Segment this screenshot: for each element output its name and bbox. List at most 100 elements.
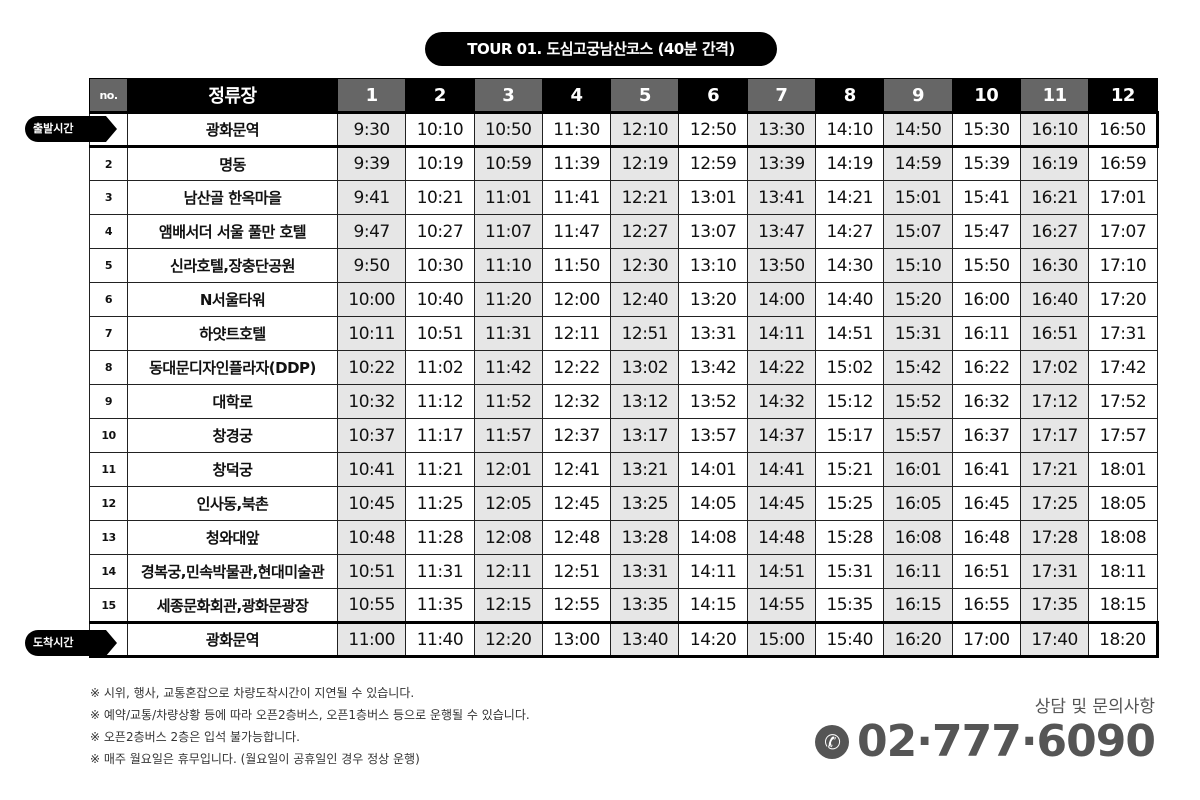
time-cell: 11:47 (541, 214, 612, 249)
stop-number: 7 (89, 316, 128, 351)
header-departure-3: 3 (473, 78, 543, 113)
table-row: 6 N서울타워 10:00 10:40 11:20 12:00 12:40 13:20 14:0… (89, 282, 1158, 317)
header-departure-7: 7 (746, 78, 817, 113)
time-cell: 14:08 (678, 520, 748, 555)
time-cell: 13:17 (610, 418, 680, 453)
time-cell: 13:12 (610, 384, 680, 419)
header-departure-12: 12 (1088, 78, 1158, 113)
time-cell: 11:52 (473, 384, 543, 419)
time-cell: 11:31 (473, 316, 543, 351)
time-cell: 14:41 (746, 452, 817, 487)
time-cell: 11:57 (473, 418, 543, 453)
time-cell: 12:21 (610, 180, 680, 215)
time-cell: 16:51 (1019, 316, 1090, 351)
time-cell: 11:39 (541, 146, 612, 181)
time-cell: 16:22 (951, 350, 1021, 385)
page-title: TOUR 01. 도심고궁남산코스 (40분 간격) (425, 32, 777, 66)
time-cell: 15:47 (951, 214, 1021, 249)
time-cell: 10:51 (405, 316, 475, 351)
time-cell: 12:40 (610, 282, 680, 317)
time-cell: 18:05 (1088, 486, 1158, 521)
time-cell: 12:11 (473, 554, 543, 589)
time-cell: 11:35 (405, 588, 475, 623)
time-cell: 12:10 (610, 111, 680, 148)
time-cell: 10:51 (336, 554, 407, 589)
time-cell: 17:17 (1019, 418, 1090, 453)
time-cell: 14:32 (746, 384, 817, 419)
stop-name: 창덕궁 (127, 452, 338, 487)
stop-name: 창경궁 (127, 418, 338, 453)
time-cell: 18:11 (1088, 554, 1158, 589)
note: ※ 시위, 행사, 교통혼잡으로 차량도착시간이 지연될 수 있습니다. (90, 686, 415, 700)
time-cell: 15:30 (951, 111, 1021, 148)
time-cell: 12:51 (541, 554, 612, 589)
time-cell: 16:50 (1088, 111, 1159, 148)
table-row: 3 남산골 한옥마을 9:41 10:21 11:01 11:41 12:21 13:01 13… (89, 180, 1158, 215)
time-cell: 10:50 (473, 111, 543, 148)
table-row: 15 세종문화회관,광화문광장 10:55 11:35 12:15 12:55 13:35 1… (89, 588, 1158, 623)
time-cell: 11:01 (473, 180, 543, 215)
time-cell: 11:30 (541, 111, 612, 148)
time-cell: 15:31 (815, 554, 885, 589)
time-cell: 16:51 (951, 554, 1021, 589)
stop-name: 남산골 한옥마을 (127, 180, 338, 215)
time-cell: 15:00 (746, 621, 817, 658)
stop-number: 3 (89, 180, 128, 215)
stop-number: 5 (89, 248, 128, 283)
time-cell: 11:31 (405, 554, 475, 589)
stop-name: 인사동,북촌 (127, 486, 338, 521)
time-cell: 16:05 (883, 486, 953, 521)
time-cell: 9:47 (336, 214, 407, 249)
header-departure-5: 5 (610, 78, 680, 113)
time-cell: 11:50 (541, 248, 612, 283)
header-departure-8: 8 (815, 78, 885, 113)
time-cell: 15:35 (815, 588, 885, 623)
time-cell: 12:22 (541, 350, 612, 385)
time-cell: 11:02 (405, 350, 475, 385)
time-cell: 10:37 (336, 418, 407, 453)
time-cell: 17:52 (1088, 384, 1158, 419)
time-cell: 10:59 (473, 146, 543, 181)
time-cell: 12:45 (541, 486, 612, 521)
stop-number: 2 (89, 146, 128, 181)
time-cell: 13:39 (746, 146, 817, 181)
time-cell: 15:01 (883, 180, 953, 215)
time-cell: 14:01 (678, 452, 748, 487)
time-cell: 14:05 (678, 486, 748, 521)
time-cell: 16:32 (951, 384, 1021, 419)
time-cell: 10:11 (336, 316, 407, 351)
time-cell: 9:50 (336, 248, 407, 283)
time-cell: 13:20 (678, 282, 748, 317)
stop-number: 4 (89, 214, 128, 249)
time-cell: 16:20 (883, 621, 953, 658)
time-cell: 12:32 (541, 384, 612, 419)
time-cell: 12:27 (610, 214, 680, 249)
stop-name: 앰배서더 서울 풀만 호텔 (127, 214, 338, 249)
time-cell: 15:42 (883, 350, 953, 385)
time-cell: 15:50 (951, 248, 1021, 283)
time-cell: 10:41 (336, 452, 407, 487)
header-stop: 정류장 (127, 78, 338, 113)
header-no: no. (89, 78, 128, 113)
stop-number: 10 (89, 418, 128, 453)
time-cell: 14:30 (815, 248, 885, 283)
stop-name: 청와대앞 (127, 520, 338, 555)
time-cell: 17:21 (1019, 452, 1090, 487)
time-cell: 17:28 (1019, 520, 1090, 555)
time-cell: 10:10 (405, 111, 475, 148)
contact-label: 상담 및 문의사항 (1034, 697, 1155, 717)
time-cell: 12:51 (610, 316, 680, 351)
table-row: 1광화문역9:3010:1010:5011:3012:1012:5013:301… (89, 111, 1159, 148)
time-cell: 16:21 (1019, 180, 1090, 215)
note: ※ 오픈2층버스 2층은 입석 불가능합니다. (90, 730, 300, 744)
time-cell: 14:55 (746, 588, 817, 623)
time-cell: 12:11 (541, 316, 612, 351)
time-cell: 18:15 (1088, 588, 1158, 623)
time-cell: 16:01 (883, 452, 953, 487)
stop-number: 12 (89, 486, 128, 521)
time-cell: 14:21 (815, 180, 885, 215)
phone-number: ✆ 02·777·6090 (815, 716, 1156, 767)
time-cell: 15:41 (951, 180, 1021, 215)
time-cell: 15:57 (883, 418, 953, 453)
header-departure-11: 11 (1019, 78, 1090, 113)
